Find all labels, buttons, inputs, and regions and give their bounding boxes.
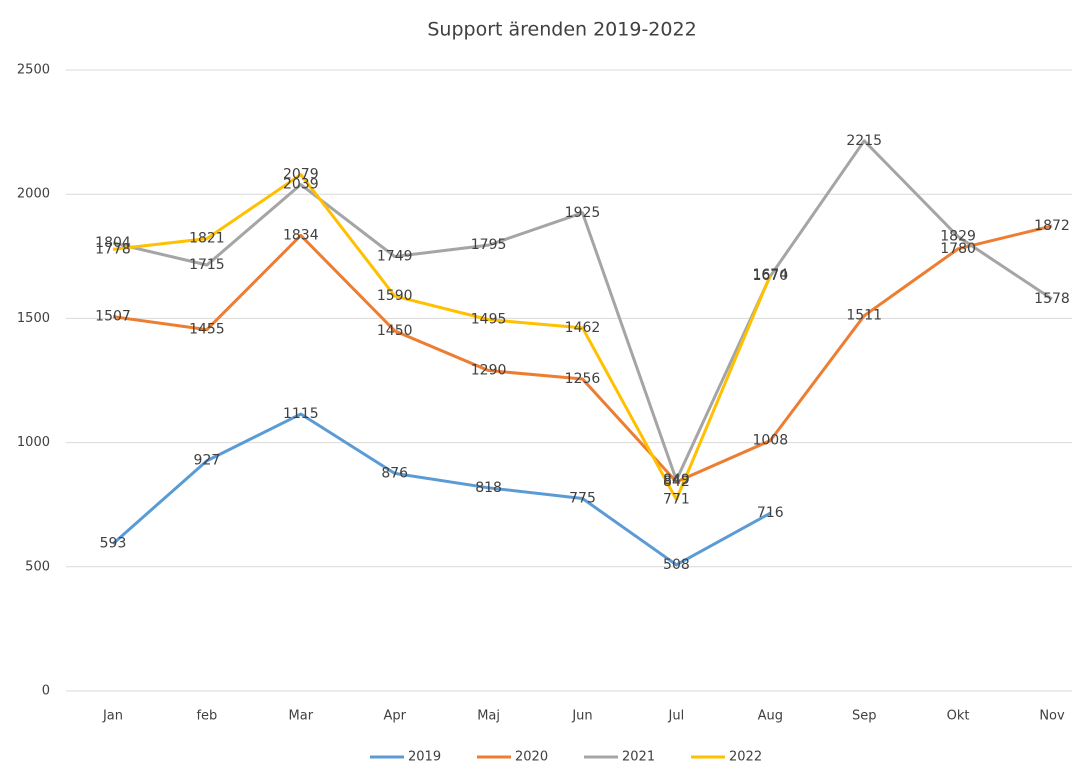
data-label: 1008	[752, 433, 788, 449]
data-label: 1450	[377, 323, 413, 339]
series-line	[112, 224, 1053, 484]
x-tick-label: Okt	[947, 709, 970, 724]
data-label: 1829	[940, 229, 976, 245]
data-label: 593	[100, 536, 127, 552]
series-line	[112, 412, 772, 567]
data-label: 508	[663, 557, 690, 573]
data-label: 1925	[565, 205, 601, 221]
data-label: 1670	[752, 268, 788, 284]
series-line	[112, 139, 1053, 482]
legend-label: 2021	[622, 750, 655, 765]
data-label: 1511	[846, 308, 882, 324]
data-label: 1778	[95, 241, 131, 257]
data-label: 1834	[283, 227, 319, 243]
data-label: 2215	[846, 133, 882, 149]
data-label: 1290	[471, 363, 507, 379]
data-label: 716	[757, 505, 784, 521]
x-tick-label: Jan	[102, 709, 123, 724]
data-label: 1462	[565, 320, 601, 336]
x-tick-label: Aug	[758, 709, 783, 724]
legend-label: 2020	[515, 750, 548, 765]
x-tick-label: Jul	[668, 709, 685, 724]
data-label: 2079	[283, 167, 319, 183]
data-label: 842	[663, 474, 690, 490]
data-label: 927	[194, 453, 221, 469]
x-tick-label: Nov	[1039, 709, 1065, 724]
y-tick-label: 500	[25, 559, 50, 574]
data-label: 775	[569, 490, 596, 506]
data-label: 876	[381, 465, 408, 481]
legend-label: 2022	[729, 750, 762, 765]
y-tick-label: 0	[42, 684, 50, 699]
data-label: 1872	[1034, 218, 1070, 234]
data-label: 1804	[95, 235, 131, 251]
y-tick-label: 1500	[17, 311, 50, 326]
chart-title: Support ärenden 2019-2022	[427, 19, 696, 41]
data-label: 1749	[377, 249, 413, 265]
data-label: 1507	[95, 309, 131, 325]
data-label: 818	[475, 480, 502, 496]
y-tick-label: 1000	[17, 435, 50, 450]
data-label: 1256	[565, 371, 601, 387]
data-label: 1578	[1034, 291, 1070, 307]
data-label: 1115	[283, 406, 319, 422]
legend-label: 2019	[408, 750, 441, 765]
data-label: 1674	[752, 267, 788, 283]
y-tick-label: 2500	[17, 63, 50, 78]
data-label: 1795	[471, 237, 507, 253]
x-tick-label: Jun	[571, 709, 592, 724]
data-label: 1495	[471, 312, 507, 328]
x-tick-label: Sep	[852, 709, 877, 724]
data-label: 1780	[940, 241, 976, 257]
data-label: 1590	[377, 288, 413, 304]
y-tick-label: 2000	[17, 187, 50, 202]
series-line	[112, 173, 772, 501]
data-label: 1821	[189, 231, 225, 247]
data-label: 2039	[283, 177, 319, 193]
x-tick-label: Apr	[383, 709, 406, 724]
data-label: 1715	[189, 257, 225, 273]
data-label: 771	[663, 491, 690, 507]
x-tick-label: Maj	[477, 709, 500, 724]
x-tick-label: feb	[196, 709, 217, 724]
data-label: 849	[663, 472, 690, 488]
x-tick-label: Mar	[289, 709, 314, 724]
data-label: 1455	[189, 322, 225, 338]
